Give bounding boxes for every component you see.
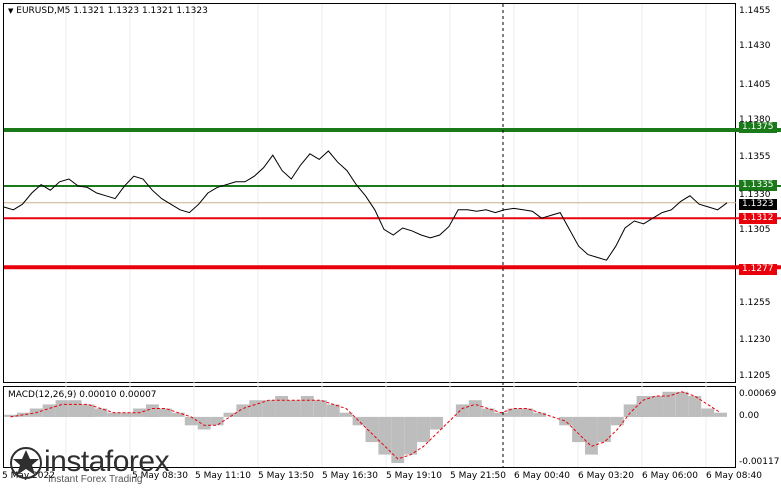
- price-tick: 1.1255: [739, 298, 771, 308]
- macd-histogram-bar: [520, 408, 534, 417]
- macd-histogram-bar: [210, 416, 224, 426]
- macd-histogram-bar: [494, 412, 508, 417]
- macd-histogram-bar: [326, 404, 340, 417]
- macd-tick: 0.00069: [739, 389, 777, 399]
- macd-histogram-bar: [455, 404, 469, 417]
- macd-histogram-bar: [300, 396, 314, 417]
- macd-indicator-pane[interactable]: [3, 386, 736, 468]
- logo-wordmark: instaforex: [44, 445, 170, 478]
- level-label-1375: 1.1375: [739, 122, 777, 133]
- collapse-triangle-icon[interactable]: ▼: [8, 7, 14, 15]
- macd-histogram-bar: [146, 404, 159, 417]
- macd-histogram-bar: [4, 414, 17, 417]
- price-tick: 1.1305: [739, 225, 771, 235]
- time-label: 6 May 00:40: [514, 471, 570, 481]
- macd-histogram-bar: [636, 396, 650, 417]
- ohlc-values: 1.1321 1.1323 1.1321 1.1323: [73, 6, 208, 16]
- level-label-1277: 1.1277: [739, 264, 777, 275]
- price-tick: 1.1230: [739, 335, 771, 345]
- macd-histogram-bar: [675, 391, 689, 417]
- time-label: 5 May 13:50: [258, 471, 314, 481]
- macd-histogram-bar: [120, 412, 134, 417]
- macd-histogram-bar: [714, 412, 727, 417]
- macd-histogram-bar: [701, 408, 715, 417]
- time-label: 5 May 19:10: [386, 471, 442, 481]
- macd-histogram-bar: [597, 416, 611, 443]
- macd-values: 0.00010 0.00007: [79, 390, 157, 400]
- macd-histogram-bar: [249, 400, 263, 417]
- macd-histogram-bar: [404, 416, 418, 455]
- price-tick: 1.1330: [739, 190, 771, 200]
- chart-header: ▼ EURUSD,M5 1.1321 1.1323 1.1321 1.1323: [8, 6, 208, 16]
- macd-histogram-bar: [158, 408, 172, 417]
- price-tick: 1.1205: [739, 371, 771, 381]
- macd-histogram-bar: [81, 404, 95, 417]
- price-tick: 1.1405: [739, 80, 771, 90]
- macd-histogram-bar: [468, 400, 482, 417]
- time-label: 6 May 08:40: [706, 471, 762, 481]
- macd-histogram-bar: [533, 412, 547, 417]
- macd-histogram-bar: [171, 412, 185, 417]
- macd-histogram-bar: [313, 400, 327, 417]
- macd-histogram-bar: [585, 416, 598, 455]
- macd-histogram-bar: [623, 404, 637, 417]
- macd-histogram-bar: [107, 412, 121, 417]
- macd-label: MACD(12,26,9): [8, 390, 77, 400]
- macd-histogram-bar: [42, 404, 56, 417]
- macd-signal-line: [10, 391, 721, 460]
- time-label: 5 May 2022: [2, 471, 55, 481]
- macd-histogram-bar: [688, 396, 702, 417]
- macd-histogram-bar: [391, 416, 405, 463]
- macd-histogram-bar: [662, 391, 676, 417]
- macd-histogram-bar: [339, 412, 353, 417]
- macd-histogram-bar: [55, 400, 69, 417]
- macd-histogram-bar: [236, 404, 250, 417]
- time-label: 5 May 21:50: [450, 471, 506, 481]
- macd-histogram-bar: [365, 416, 379, 443]
- price-tick: 1.1380: [739, 115, 771, 125]
- macd-histogram-bar: [16, 412, 30, 417]
- macd-tick: -0.00117: [739, 457, 780, 467]
- macd-histogram-bar: [352, 416, 366, 426]
- macd-histogram-bar: [94, 408, 108, 417]
- macd-histogram-bar: [572, 416, 585, 443]
- macd-histogram-bar: [610, 416, 624, 426]
- price-series-line: [3, 150, 728, 261]
- price-tick: 1.1355: [739, 152, 771, 162]
- time-label: 6 May 03:20: [578, 471, 634, 481]
- macd-histogram-bar: [559, 416, 573, 426]
- macd-histogram-bar: [481, 408, 495, 417]
- level-label-1312: 1.1312: [739, 213, 777, 224]
- macd-histogram-bar: [184, 416, 198, 426]
- time-label: 5 May 08:30: [132, 471, 188, 481]
- symbol-label: EURUSD,M5: [16, 6, 71, 16]
- macd-histogram-bar: [417, 416, 430, 443]
- macd-histogram-bar: [223, 412, 237, 417]
- instaforex-logo: instaforex Instant Forex Trading: [4, 443, 182, 487]
- macd-histogram-bar: [430, 416, 443, 430]
- price-tick: 1.1455: [739, 6, 771, 16]
- logo-tagline: Instant Forex Trading: [48, 474, 143, 485]
- macd-histogram-bar: [507, 408, 521, 417]
- macd-tick: 0.00: [739, 411, 760, 421]
- macd-histogram-bar: [288, 400, 301, 417]
- macd-histogram-bar: [649, 396, 663, 417]
- macd-histogram-bar: [197, 416, 211, 430]
- macd-histogram-bar: [275, 396, 288, 417]
- macd-header: MACD(12,26,9) 0.00010 0.00007: [8, 390, 157, 400]
- time-label: 6 May 06:00: [642, 471, 698, 481]
- price-tick: 1.1430: [739, 41, 771, 51]
- current-price-label: 1.1323: [739, 199, 777, 210]
- macd-histogram-bar: [378, 416, 392, 455]
- price-chart-pane[interactable]: [3, 3, 736, 383]
- level-label-1335: 1.1335: [739, 180, 777, 191]
- instaforex-logo-mark-icon: [10, 447, 42, 479]
- macd-histogram-bar: [262, 400, 276, 417]
- time-label: 5 May 11:10: [195, 471, 251, 481]
- macd-histogram-bar: [68, 400, 82, 417]
- time-label: 5 May 16:30: [322, 471, 378, 481]
